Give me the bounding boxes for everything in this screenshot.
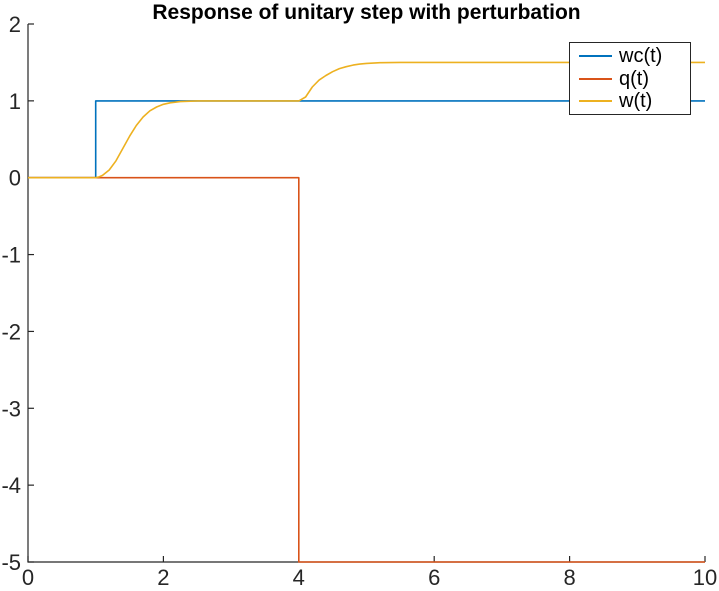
legend-label: wc(t) <box>619 44 663 67</box>
svg-text:6: 6 <box>428 565 440 590</box>
svg-text:-4: -4 <box>1 473 21 498</box>
legend-label: w(t) <box>619 90 653 113</box>
svg-text:10: 10 <box>693 565 717 590</box>
legend-item-q: q(t) <box>570 69 690 89</box>
svg-text:8: 8 <box>563 565 575 590</box>
legend-line-swatch <box>579 100 612 103</box>
svg-text:-3: -3 <box>1 396 21 421</box>
svg-text:-1: -1 <box>1 243 21 268</box>
svg-text:-2: -2 <box>1 319 21 344</box>
legend-label: q(t) <box>619 67 649 90</box>
chart-title: Response of unitary step with perturbati… <box>152 1 581 24</box>
legend-line-swatch <box>579 54 612 57</box>
svg-text:2: 2 <box>9 12 21 37</box>
svg-text:1: 1 <box>9 89 21 114</box>
legend-item-w: w(t) <box>570 91 690 111</box>
legend-line-swatch <box>579 77 612 80</box>
legend[interactable]: wc(t) q(t) w(t) <box>569 42 691 115</box>
svg-text:0: 0 <box>22 565 34 590</box>
svg-text:4: 4 <box>293 565 305 590</box>
legend-item-wc: wc(t) <box>570 46 690 66</box>
svg-text:-5: -5 <box>1 550 21 575</box>
svg-text:2: 2 <box>157 565 169 590</box>
svg-text:0: 0 <box>9 166 21 191</box>
